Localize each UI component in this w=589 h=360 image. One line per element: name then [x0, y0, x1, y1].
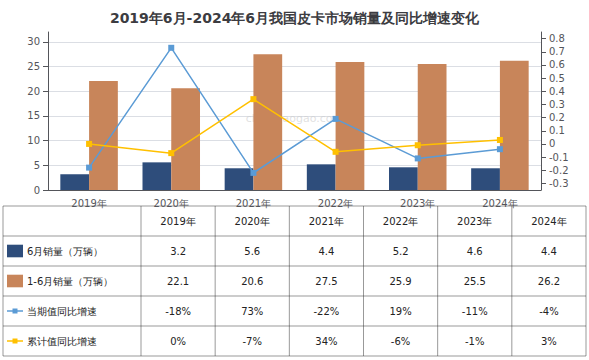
svg-text:2021年: 2021年 [236, 198, 271, 209]
svg-text:-7%: -7% [243, 336, 262, 347]
svg-text:2023年: 2023年 [400, 198, 435, 209]
svg-text:0.5: 0.5 [549, 73, 565, 84]
svg-text:0.8: 0.8 [549, 33, 565, 44]
svg-text:2020年: 2020年 [154, 198, 189, 209]
svg-text:6月销量（万辆）: 6月销量（万辆） [27, 246, 103, 257]
svg-text:2019年: 2019年 [71, 198, 106, 209]
svg-text:4.4: 4.4 [318, 246, 334, 257]
svg-text:5: 5 [34, 160, 40, 171]
svg-text:2019年6月-2024年6月我国皮卡市场销量及同比增速变化: 2019年6月-2024年6月我国皮卡市场销量及同比增速变化 [110, 10, 480, 26]
svg-text:-22%: -22% [313, 306, 339, 317]
svg-text:0: 0 [549, 138, 555, 149]
svg-text:0.1: 0.1 [549, 125, 565, 136]
svg-text:1-6月销量（万辆）: 1-6月销量（万辆） [27, 276, 113, 287]
svg-text:0: 0 [34, 185, 40, 196]
svg-text:26.2: 26.2 [538, 276, 560, 287]
svg-text:2021年: 2021年 [309, 216, 344, 227]
svg-text:2022年: 2022年 [383, 216, 418, 227]
svg-text:-18%: -18% [165, 306, 191, 317]
svg-text:34%: 34% [315, 336, 337, 347]
svg-text:0.7: 0.7 [549, 46, 565, 57]
svg-text:25: 25 [27, 61, 40, 72]
svg-text:-0.1: -0.1 [549, 152, 569, 163]
svg-text:4.6: 4.6 [467, 246, 483, 257]
svg-text:5.6: 5.6 [244, 246, 260, 257]
svg-text:-6%: -6% [391, 336, 410, 347]
svg-text:25.5: 25.5 [464, 276, 486, 287]
svg-text:累计值同比增速: 累计值同比增速 [27, 336, 97, 347]
svg-text:25.9: 25.9 [389, 276, 411, 287]
svg-text:30: 30 [27, 36, 40, 47]
svg-text:0.2: 0.2 [549, 112, 565, 123]
svg-text:-0.2: -0.2 [549, 165, 569, 176]
svg-text:20.6: 20.6 [241, 276, 263, 287]
svg-text:当期值同比增速: 当期值同比增速 [27, 306, 97, 317]
svg-text:-11%: -11% [462, 306, 488, 317]
svg-text:27.5: 27.5 [315, 276, 337, 287]
svg-text:73%: 73% [241, 306, 263, 317]
svg-text:10: 10 [27, 135, 40, 146]
svg-text:2023年: 2023年 [457, 216, 492, 227]
svg-text:15: 15 [27, 110, 40, 121]
svg-text:3%: 3% [541, 336, 557, 347]
svg-text:2019年: 2019年 [160, 216, 195, 227]
svg-text:5.2: 5.2 [393, 246, 409, 257]
svg-text:2022年: 2022年 [318, 198, 353, 209]
svg-text:0.4: 0.4 [549, 86, 565, 97]
svg-text:2024年: 2024年 [482, 198, 517, 209]
svg-text:4.4: 4.4 [541, 246, 557, 257]
svg-text:3.2: 3.2 [170, 246, 186, 257]
svg-text:20: 20 [27, 86, 40, 97]
svg-text:-1%: -1% [465, 336, 484, 347]
svg-text:19%: 19% [389, 306, 411, 317]
svg-text:0.6: 0.6 [549, 59, 565, 70]
svg-text:0.3: 0.3 [549, 99, 565, 110]
svg-text:0%: 0% [170, 336, 186, 347]
svg-text:-0.3: -0.3 [549, 178, 569, 189]
svg-text:2024年: 2024年 [531, 216, 566, 227]
svg-text:-4%: -4% [539, 306, 558, 317]
svg-text:2020年: 2020年 [235, 216, 270, 227]
svg-text:22.1: 22.1 [167, 276, 189, 287]
